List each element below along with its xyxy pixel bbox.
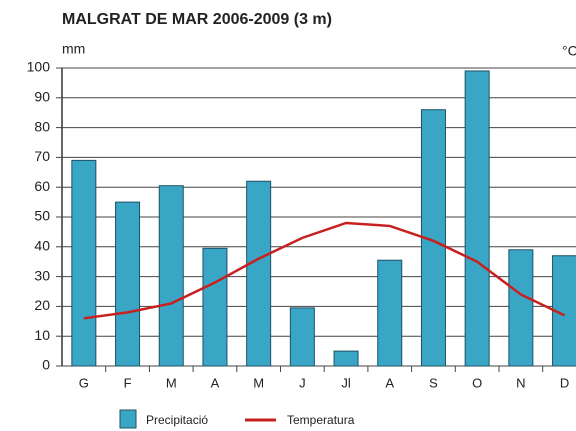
y-tick-label: 80 xyxy=(34,118,50,134)
x-tick-label: N xyxy=(516,375,525,390)
y-tick-label: 100 xyxy=(27,59,51,75)
x-tick-label: F xyxy=(124,375,132,390)
bar xyxy=(115,201,141,367)
bar xyxy=(333,350,359,367)
bar xyxy=(246,180,272,367)
y-tick-label: 10 xyxy=(34,327,50,343)
legend-label: Temperatura xyxy=(287,413,355,427)
x-tick-label: A xyxy=(385,375,394,390)
bar xyxy=(289,307,315,367)
bar xyxy=(464,70,490,367)
y-tick-label: 20 xyxy=(34,297,50,313)
y-tick-label: 0 xyxy=(42,357,50,373)
bar xyxy=(508,249,534,367)
x-tick-label: A xyxy=(211,375,220,390)
y-tick-label: 50 xyxy=(34,208,50,224)
y-tick-label: 30 xyxy=(34,267,50,283)
legend-swatch xyxy=(119,409,137,429)
y2-axis-label: °C xyxy=(562,43,576,59)
y-tick-label: 70 xyxy=(34,148,50,164)
x-tick-label: G xyxy=(79,375,89,390)
x-tick-label: M xyxy=(166,375,177,390)
temperature-line xyxy=(83,221,566,320)
x-tick-label: M xyxy=(253,375,264,390)
x-tick-label: D xyxy=(560,375,569,390)
x-tick-label: O xyxy=(472,375,482,390)
x-tick-label: J xyxy=(299,375,306,390)
bar xyxy=(377,259,403,367)
chart-title: MALGRAT DE MAR 2006-2009 (3 m) xyxy=(62,11,332,28)
x-tick-label: Jl xyxy=(341,375,351,390)
bar xyxy=(71,159,97,367)
y-tick-label: 90 xyxy=(34,89,50,105)
y-tick-label: 60 xyxy=(34,178,50,194)
y-axis-label: mm xyxy=(62,41,85,57)
bar xyxy=(158,185,184,367)
bar xyxy=(202,247,228,367)
x-tick-label: S xyxy=(429,375,438,390)
legend-label: Precipitació xyxy=(146,413,208,427)
y-tick-label: 40 xyxy=(34,238,50,254)
